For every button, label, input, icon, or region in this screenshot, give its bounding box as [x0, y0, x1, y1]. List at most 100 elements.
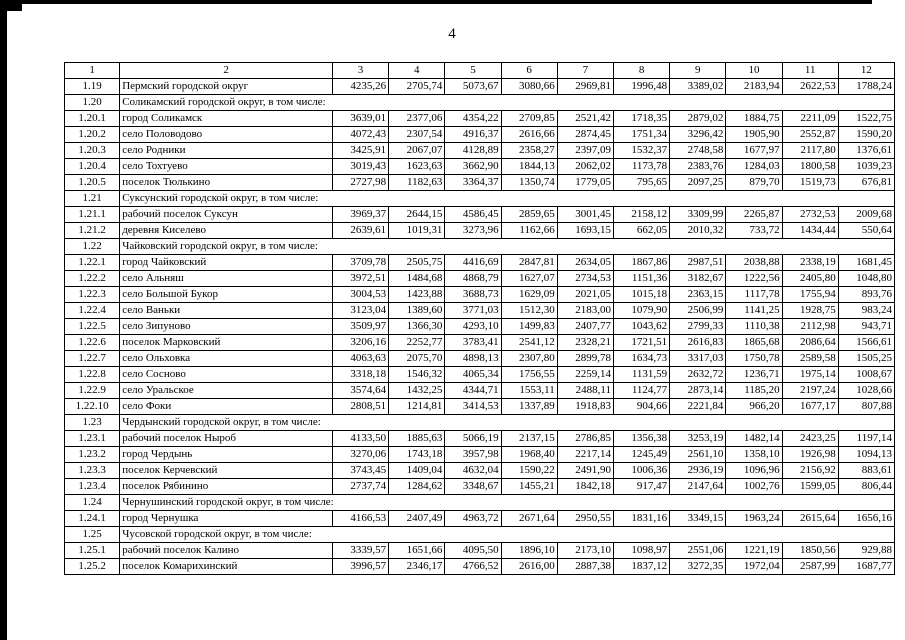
value-cell: 1117,78 — [725, 286, 783, 303]
value-cell: 1928,75 — [781, 302, 839, 319]
value-cell: 1546,32 — [388, 366, 446, 383]
value-cell: 4868,79 — [444, 270, 502, 287]
value-cell: 2112,98 — [781, 318, 839, 335]
value-cell: 3004,53 — [331, 286, 390, 303]
value-cell: 4063,63 — [331, 350, 390, 367]
value-cell: 1002,76 — [725, 478, 783, 495]
column-header-cell: 12 — [837, 62, 896, 79]
value-cell: 2067,07 — [388, 142, 446, 159]
value-cell: 2405,80 — [781, 270, 839, 287]
value-cell: 1110,38 — [725, 318, 783, 335]
value-cell: 2969,81 — [556, 78, 614, 95]
value-cell: 1750,78 — [725, 350, 783, 367]
value-cell: 2987,51 — [669, 254, 727, 271]
row-number-cell: 1.21 — [63, 190, 121, 207]
value-cell: 1141,25 — [725, 302, 783, 319]
value-cell: 2158,12 — [612, 206, 671, 223]
value-cell: 1968,40 — [500, 446, 558, 463]
value-cell: 4416,69 — [444, 254, 502, 271]
row-number-cell: 1.25 — [63, 526, 121, 543]
value-cell: 662,05 — [612, 222, 671, 239]
value-cell: 1512,30 — [500, 302, 558, 319]
value-cell: 2307,54 — [388, 126, 446, 143]
value-cell: 1409,04 — [388, 462, 446, 479]
value-cell: 1566,61 — [837, 334, 896, 351]
value-cell: 4065,34 — [444, 366, 502, 383]
value-cell: 1245,49 — [612, 446, 671, 463]
value-cell: 1677,97 — [725, 142, 783, 159]
value-cell: 2873,14 — [669, 382, 727, 399]
territory-name-cell: село Половодово — [119, 126, 333, 143]
territory-name-cell: село Тохтуево — [119, 158, 333, 175]
column-header-cell: 4 — [388, 62, 446, 79]
value-cell: 2644,15 — [388, 206, 446, 223]
value-cell: 3743,45 — [331, 462, 390, 479]
table-row: 1.19 Пермский городской округ 4235,26 2705,… — [63, 78, 896, 95]
table-row: 1.25.1 рабочий поселок Калино 3339,57 1651,… — [63, 542, 896, 559]
value-cell: 3001,45 — [556, 206, 614, 223]
value-cell: 1008,67 — [837, 366, 896, 383]
row-number-cell: 1.20.5 — [63, 174, 121, 191]
value-cell: 1532,37 — [612, 142, 671, 159]
value-cell: 1079,90 — [612, 302, 671, 319]
value-cell: 1484,68 — [388, 270, 446, 287]
value-cell: 676,81 — [837, 174, 896, 191]
value-cell: 2211,09 — [781, 110, 839, 127]
territory-name-cell: село Фоки — [119, 398, 333, 415]
value-cell: 3771,03 — [444, 302, 502, 319]
value-cell: 795,65 — [612, 174, 671, 191]
value-cell: 2021,05 — [556, 286, 614, 303]
value-cell: 1284,62 — [388, 478, 446, 495]
value-cell: 1788,24 — [837, 78, 896, 95]
territory-name-cell: поселок Марковский — [119, 334, 333, 351]
value-cell: 1043,62 — [612, 318, 671, 335]
territory-name-cell: город Чердынь — [119, 446, 333, 463]
territory-name-cell: поселок Тюлькино — [119, 174, 333, 191]
territory-name-cell: деревня Киселево — [119, 222, 333, 239]
table-row: 1.22.7 село Ольховка 4063,63 2075,70 4898,13… — [63, 350, 896, 367]
value-cell: 3957,98 — [444, 446, 502, 463]
column-header-cell: 9 — [669, 62, 727, 79]
value-cell: 2397,09 — [556, 142, 614, 159]
territory-name-cell: поселок Рябинино — [119, 478, 333, 495]
table-group-row: 1.25 Чусовской городской округ, в том чис… — [63, 526, 895, 543]
row-number-cell: 1.25.1 — [63, 542, 121, 559]
value-cell: 1284,03 — [725, 158, 783, 175]
table-group-row: 1.21 Суксунский городской округ, в том чи… — [63, 190, 895, 207]
value-cell: 5073,67 — [444, 78, 502, 95]
value-cell: 1656,16 — [837, 510, 896, 527]
value-cell: 4128,89 — [444, 142, 502, 159]
table-row: 1.20.3 село Родники 3425,91 2067,07 4128,89 2… — [63, 142, 896, 159]
value-cell: 1677,17 — [781, 398, 839, 415]
value-cell: 2197,24 — [781, 382, 839, 399]
value-cell: 2383,76 — [669, 158, 727, 175]
column-header-cell: 11 — [781, 62, 839, 79]
value-cell: 2639,61 — [331, 222, 390, 239]
value-cell: 1522,75 — [837, 110, 896, 127]
row-number-cell: 1.22.9 — [63, 382, 121, 399]
value-cell: 2786,85 — [556, 430, 614, 447]
scan-artifact-top-bar — [0, 0, 872, 4]
value-cell: 1623,63 — [388, 158, 446, 175]
value-cell: 4916,37 — [444, 126, 502, 143]
value-cell: 2632,72 — [669, 366, 727, 383]
value-cell: 1358,10 — [725, 446, 783, 463]
value-cell: 2899,78 — [556, 350, 614, 367]
value-cell: 4354,22 — [444, 110, 502, 127]
value-cell: 1756,55 — [500, 366, 558, 383]
value-cell: 2727,98 — [331, 174, 390, 191]
value-cell: 1721,51 — [612, 334, 671, 351]
value-cell: 2506,99 — [669, 302, 727, 319]
value-cell: 3123,04 — [331, 302, 390, 319]
value-cell: 2377,06 — [388, 110, 446, 127]
table-row: 1.22.4 село Ваньки 3123,04 1389,60 3771,03 15… — [63, 302, 896, 319]
row-number-cell: 1.23.2 — [63, 446, 121, 463]
row-number-cell: 1.22.1 — [63, 254, 121, 271]
row-number-cell: 1.24.1 — [63, 510, 121, 527]
value-cell: 1423,88 — [388, 286, 446, 303]
value-cell: 2137,15 — [500, 430, 558, 447]
value-cell: 2183,00 — [556, 302, 614, 319]
row-number-cell: 1.20 — [63, 94, 121, 111]
value-cell: 2808,51 — [331, 398, 390, 415]
value-cell: 1779,05 — [556, 174, 614, 191]
